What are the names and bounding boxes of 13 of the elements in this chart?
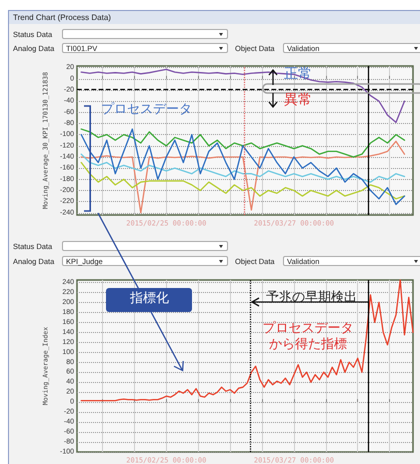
line-series xyxy=(80,128,406,206)
line-series xyxy=(80,162,406,200)
line-series xyxy=(80,140,406,214)
annotation: プロセスデータ xyxy=(101,102,192,118)
line-series xyxy=(80,154,406,183)
line-series xyxy=(80,279,414,402)
line-series xyxy=(80,68,406,124)
annotation: 予兆の早期検出 xyxy=(266,290,357,306)
annotation: 異常 xyxy=(284,92,312,109)
line-series xyxy=(80,128,406,158)
chart-title: Trend Chart (Process Data) xyxy=(9,11,420,24)
annotation: 指標化 xyxy=(130,291,169,307)
annotation: プロセスデータから得た指標 xyxy=(262,321,354,352)
